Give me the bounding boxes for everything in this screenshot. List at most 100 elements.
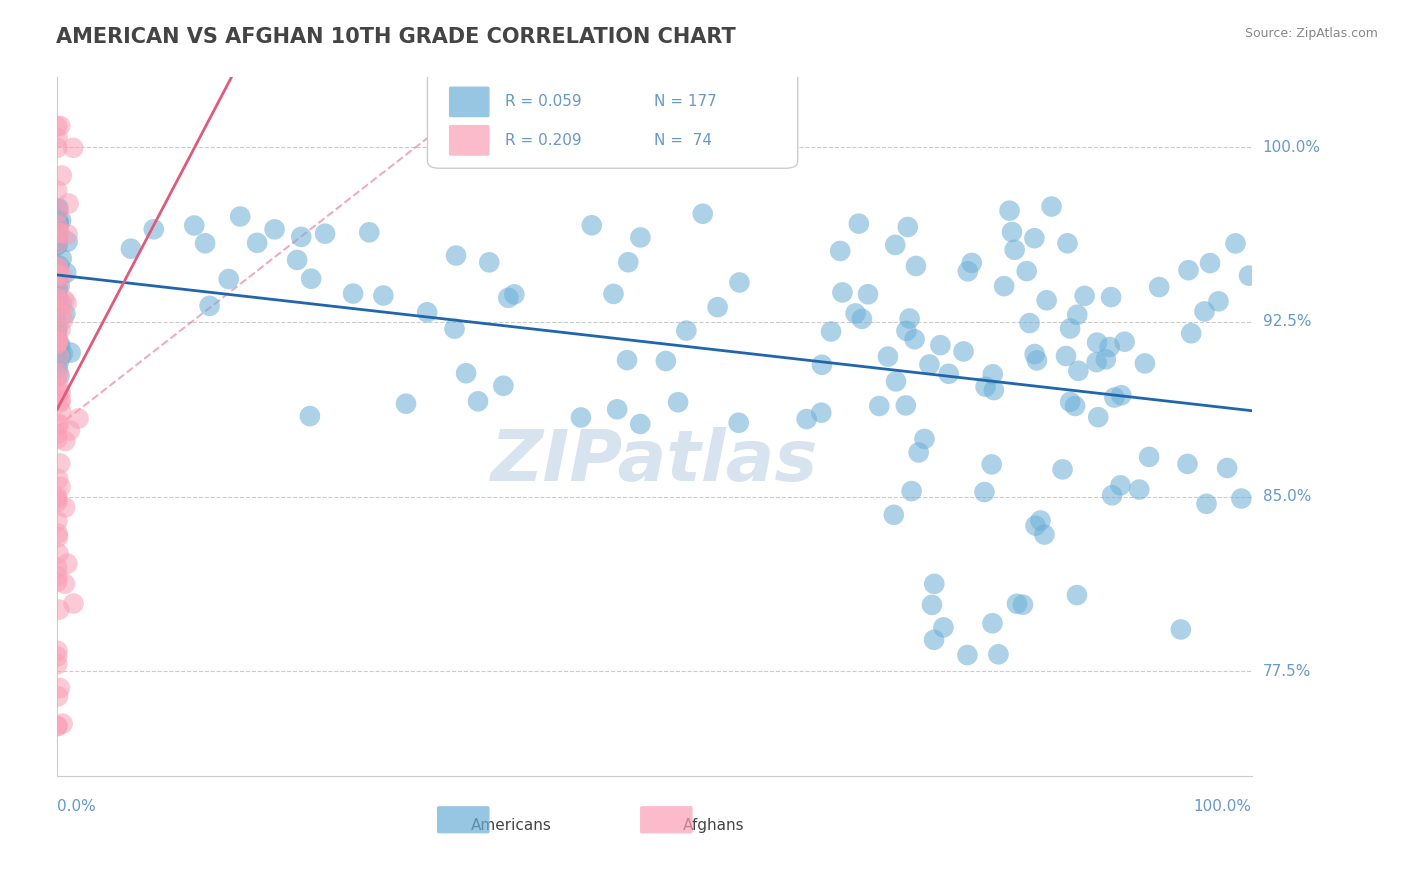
Americans xyxy=(998,203,1021,218)
Afghans xyxy=(51,308,73,322)
Americans xyxy=(1109,478,1132,492)
Afghans xyxy=(46,367,69,381)
Americans xyxy=(263,222,285,236)
Afghans xyxy=(46,530,69,544)
Afghans xyxy=(46,120,69,134)
Americans xyxy=(1087,410,1109,425)
Americans xyxy=(883,508,905,522)
Americans xyxy=(55,307,77,321)
FancyBboxPatch shape xyxy=(449,87,489,117)
Afghans xyxy=(46,657,69,672)
Afghans xyxy=(53,293,76,307)
Americans xyxy=(55,266,77,280)
Afghans xyxy=(46,292,69,306)
Americans xyxy=(48,355,70,369)
Americans xyxy=(46,237,69,252)
Americans xyxy=(218,272,240,286)
Americans xyxy=(877,350,900,364)
Americans xyxy=(1194,304,1216,318)
Americans xyxy=(1012,598,1035,612)
Americans xyxy=(918,358,941,372)
Americans xyxy=(851,311,873,326)
Afghans xyxy=(46,719,69,733)
Americans xyxy=(373,288,395,302)
Americans xyxy=(914,432,936,446)
Afghans xyxy=(46,335,69,350)
Afghans xyxy=(49,480,72,494)
Afghans xyxy=(46,490,69,504)
Americans xyxy=(46,325,69,339)
Americans xyxy=(1001,225,1024,239)
Afghans xyxy=(46,225,69,239)
Americans xyxy=(49,349,72,363)
Afghans xyxy=(46,719,69,733)
Text: N =  74: N = 74 xyxy=(654,133,713,148)
Americans xyxy=(796,412,818,426)
Afghans xyxy=(46,514,69,528)
Afghans xyxy=(48,417,70,431)
Text: R = 0.059: R = 0.059 xyxy=(505,95,582,110)
Afghans xyxy=(46,386,69,401)
Americans xyxy=(903,332,925,346)
Afghans xyxy=(46,236,69,251)
Americans xyxy=(856,287,879,301)
Americans xyxy=(49,338,72,352)
Afghans xyxy=(46,495,69,509)
Americans xyxy=(692,207,714,221)
Americans xyxy=(314,227,336,241)
Americans xyxy=(1024,231,1046,245)
Americans xyxy=(46,234,69,248)
Americans xyxy=(581,219,603,233)
Americans xyxy=(1237,268,1260,283)
Americans xyxy=(898,311,921,326)
Text: N = 177: N = 177 xyxy=(654,95,717,110)
Text: Americans: Americans xyxy=(471,818,551,833)
Americans xyxy=(569,410,592,425)
Afghans xyxy=(46,472,69,486)
Americans xyxy=(467,394,489,409)
Americans xyxy=(655,354,678,368)
Americans xyxy=(142,222,165,236)
Americans xyxy=(1133,356,1156,370)
Americans xyxy=(973,485,995,500)
Text: ZIPatlas: ZIPatlas xyxy=(491,427,818,496)
Americans xyxy=(1025,518,1047,533)
Afghans xyxy=(51,269,73,284)
Americans xyxy=(993,279,1015,293)
Americans xyxy=(56,235,79,249)
Afghans xyxy=(46,574,69,589)
Americans xyxy=(1230,491,1253,506)
Americans xyxy=(896,324,918,338)
Americans xyxy=(884,375,907,389)
Americans xyxy=(1195,497,1218,511)
Afghans xyxy=(53,576,76,591)
Americans xyxy=(960,256,983,270)
Americans xyxy=(974,380,997,394)
Americans xyxy=(1018,316,1040,330)
Afghans xyxy=(48,350,70,364)
Americans xyxy=(904,259,927,273)
Americans xyxy=(727,416,749,430)
Americans xyxy=(46,229,69,244)
Americans xyxy=(285,252,308,267)
Americans xyxy=(395,397,418,411)
Americans xyxy=(46,214,69,228)
Americans xyxy=(924,577,946,591)
Americans xyxy=(1033,527,1056,541)
Americans xyxy=(981,616,1004,631)
Americans xyxy=(46,304,69,318)
Afghans xyxy=(62,141,84,155)
Americans xyxy=(1015,264,1038,278)
Americans xyxy=(46,262,69,277)
Afghans xyxy=(48,546,70,560)
Afghans xyxy=(51,169,73,183)
Afghans xyxy=(46,333,69,347)
Americans xyxy=(1111,388,1133,402)
Americans xyxy=(49,213,72,227)
Americans xyxy=(956,648,979,662)
Americans xyxy=(51,252,73,266)
Americans xyxy=(342,286,364,301)
Americans xyxy=(1177,457,1199,471)
Afghans xyxy=(46,280,69,294)
Americans xyxy=(1004,243,1026,257)
